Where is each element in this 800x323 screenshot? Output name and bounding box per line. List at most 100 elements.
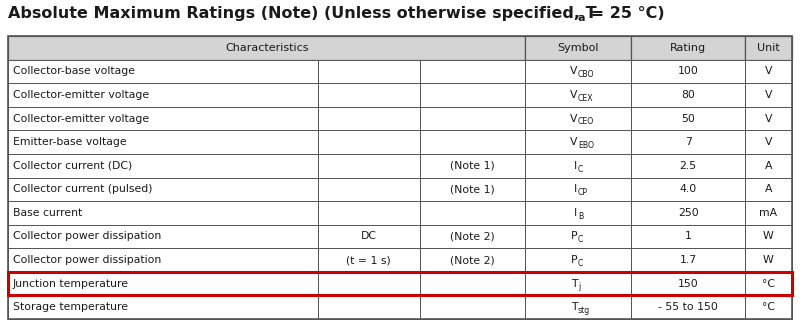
Bar (420, 107, 526, 130)
Text: (Note 1): (Note 1) (450, 184, 495, 194)
Bar (631, 178, 745, 201)
Text: °C: °C (762, 279, 775, 289)
Text: 1.7: 1.7 (679, 255, 697, 265)
Text: CBO: CBO (578, 70, 594, 79)
Bar (8, 36, 792, 319)
Bar (745, 83, 792, 107)
Text: Symbol: Symbol (558, 43, 599, 53)
Bar (745, 248, 792, 272)
Bar (631, 59, 745, 83)
Bar (318, 248, 420, 272)
Bar (526, 178, 631, 201)
Text: CEO: CEO (578, 117, 594, 126)
Text: V: V (765, 90, 772, 100)
Text: °C: °C (762, 302, 775, 312)
Text: V: V (765, 66, 772, 76)
Bar (8, 201, 318, 225)
Text: CP: CP (578, 188, 588, 197)
Bar (318, 107, 420, 130)
Text: V: V (570, 66, 578, 76)
Bar (420, 154, 526, 178)
Bar (526, 130, 631, 154)
Text: stg: stg (578, 306, 590, 315)
Text: Characteristics: Characteristics (225, 43, 309, 53)
Bar (631, 36, 745, 59)
Text: 250: 250 (678, 208, 698, 218)
Text: (Note 2): (Note 2) (450, 255, 495, 265)
Bar (526, 59, 631, 83)
Bar (8, 154, 318, 178)
Bar (420, 296, 526, 319)
Bar (745, 107, 792, 130)
Bar (631, 83, 745, 107)
Text: Collector-emitter voltage: Collector-emitter voltage (13, 90, 149, 100)
Bar (318, 178, 420, 201)
Bar (8, 178, 318, 201)
Text: P: P (570, 255, 578, 265)
Bar (526, 107, 631, 130)
Bar (420, 130, 526, 154)
Text: I: I (574, 208, 578, 218)
Text: V: V (570, 137, 578, 147)
Text: j: j (578, 282, 580, 291)
Text: (t = 1 s): (t = 1 s) (346, 255, 391, 265)
Text: 50: 50 (681, 114, 695, 123)
Text: Unit: Unit (757, 43, 780, 53)
Bar (318, 59, 420, 83)
Bar (631, 130, 745, 154)
Text: P: P (570, 232, 578, 242)
Bar (631, 107, 745, 130)
Text: Collector power dissipation: Collector power dissipation (13, 232, 162, 242)
Text: Emitter-base voltage: Emitter-base voltage (13, 137, 126, 147)
Bar (8, 36, 526, 59)
Bar (526, 201, 631, 225)
Bar (318, 201, 420, 225)
Bar (8, 248, 318, 272)
Text: C: C (578, 235, 583, 244)
Bar (745, 36, 792, 59)
Text: mA: mA (759, 208, 778, 218)
Text: a: a (578, 13, 586, 23)
Text: C: C (578, 259, 583, 268)
Bar (8, 272, 792, 296)
Bar (631, 154, 745, 178)
Bar (526, 296, 631, 319)
Text: EBO: EBO (578, 141, 594, 150)
Bar (420, 59, 526, 83)
Bar (8, 107, 318, 130)
Text: V: V (765, 137, 772, 147)
Bar (745, 154, 792, 178)
Text: Storage temperature: Storage temperature (13, 302, 128, 312)
Text: Collector power dissipation: Collector power dissipation (13, 255, 162, 265)
Bar (8, 83, 318, 107)
Text: 4.0: 4.0 (679, 184, 697, 194)
Text: V: V (570, 90, 578, 100)
Text: Rating: Rating (670, 43, 706, 53)
Bar (526, 154, 631, 178)
Bar (318, 154, 420, 178)
Bar (420, 225, 526, 248)
Text: A: A (765, 161, 772, 171)
Bar (526, 225, 631, 248)
Bar (420, 201, 526, 225)
Bar (526, 83, 631, 107)
Bar (745, 225, 792, 248)
Text: I: I (574, 184, 578, 194)
Bar (420, 83, 526, 107)
Text: A: A (765, 184, 772, 194)
Text: Absolute Maximum Ratings (Note) (Unless otherwise specified, T: Absolute Maximum Ratings (Note) (Unless … (8, 6, 597, 21)
Text: W: W (763, 232, 774, 242)
Text: (Note 1): (Note 1) (450, 161, 495, 171)
Bar (745, 59, 792, 83)
Text: T: T (571, 279, 578, 289)
Text: Collector current (DC): Collector current (DC) (13, 161, 132, 171)
Text: Base current: Base current (13, 208, 82, 218)
Bar (318, 130, 420, 154)
Text: C: C (578, 164, 583, 173)
Text: = 25 °C): = 25 °C) (585, 6, 665, 21)
Bar (526, 272, 631, 296)
Text: W: W (763, 255, 774, 265)
Text: 100: 100 (678, 66, 698, 76)
Bar (318, 272, 420, 296)
Text: Collector current (pulsed): Collector current (pulsed) (13, 184, 153, 194)
